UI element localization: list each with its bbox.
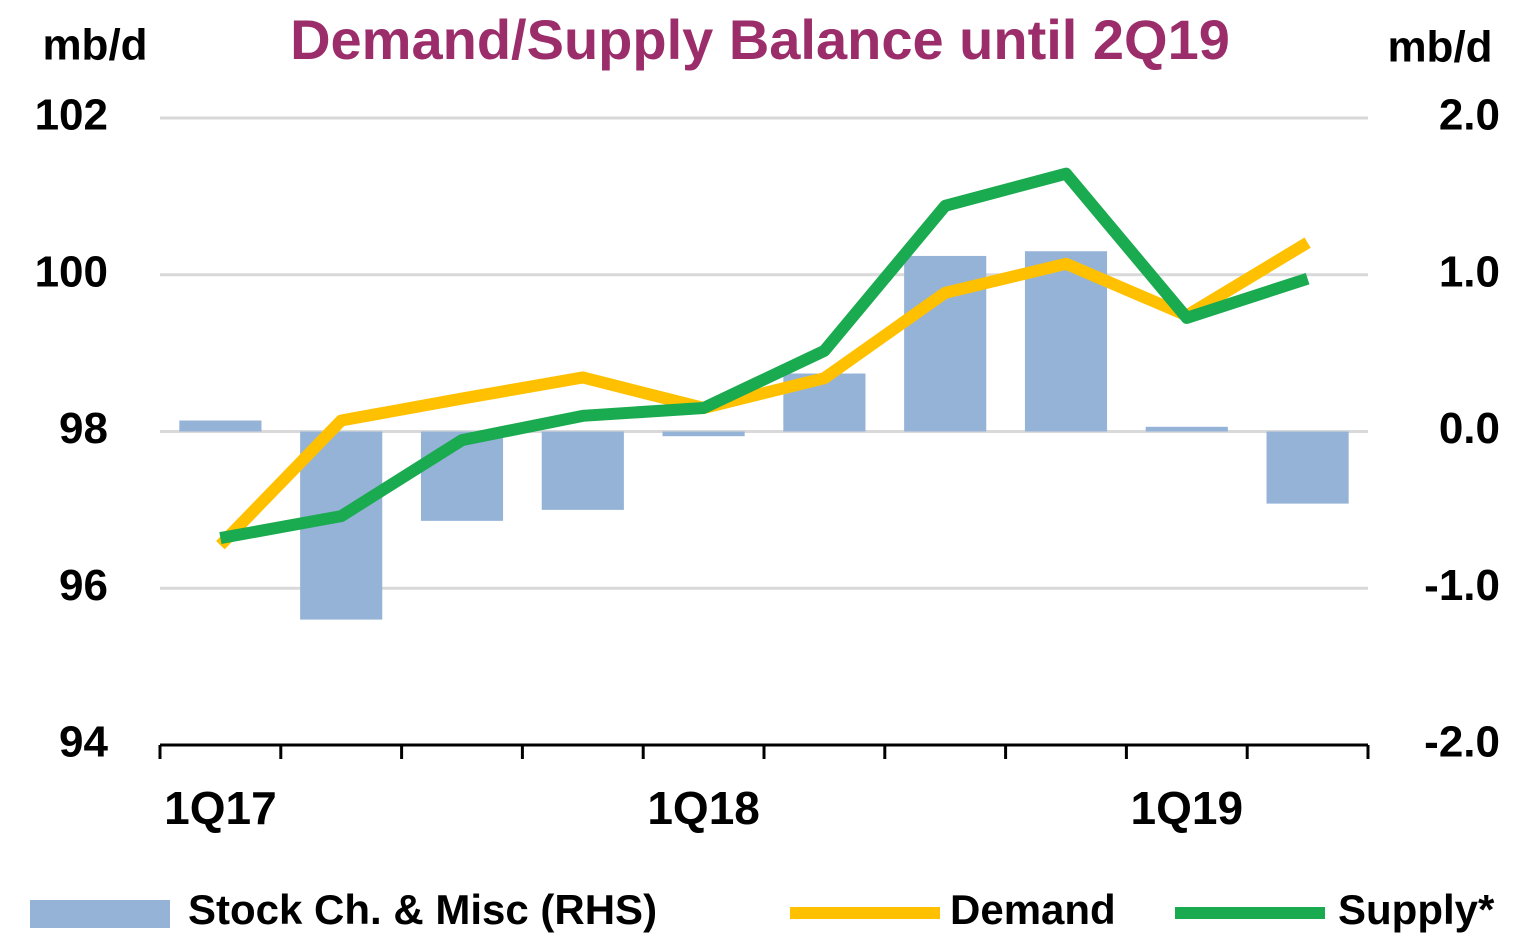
y-axis-label: mb/d [42, 21, 147, 70]
legend-swatch [30, 900, 170, 928]
y-tick-label: 94 [59, 718, 108, 767]
legend-label: Stock Ch. & Misc (RHS) [188, 886, 657, 933]
y2-tick-label: 1.0 [1439, 247, 1500, 296]
x-tick-label: 1Q17 [164, 782, 277, 834]
chart-title: Demand/Supply Balance until 2Q19 [290, 8, 1230, 71]
y2-tick-label: 2.0 [1439, 91, 1500, 140]
y2-tick-label: -1.0 [1424, 561, 1500, 610]
y2-tick-label: 0.0 [1439, 404, 1500, 453]
y-tick-label: 102 [35, 91, 108, 140]
legend-label: Demand [950, 886, 1116, 933]
y-tick-label: 98 [59, 404, 108, 453]
bar [1266, 431, 1349, 504]
x-tick-label: 1Q18 [647, 782, 760, 834]
bar [662, 431, 745, 437]
y-tick-label: 96 [59, 561, 108, 610]
bar [179, 420, 262, 432]
y2-axis-label: mb/d [1387, 23, 1492, 72]
y2-tick-label: -2.0 [1424, 718, 1500, 767]
line [216, 237, 1311, 550]
bar [1145, 426, 1228, 432]
legend-label: Supply* [1338, 886, 1495, 933]
bar [541, 431, 624, 510]
y-tick-label: 100 [35, 247, 108, 296]
x-tick-label: 1Q19 [1131, 782, 1244, 834]
line [219, 167, 1310, 544]
